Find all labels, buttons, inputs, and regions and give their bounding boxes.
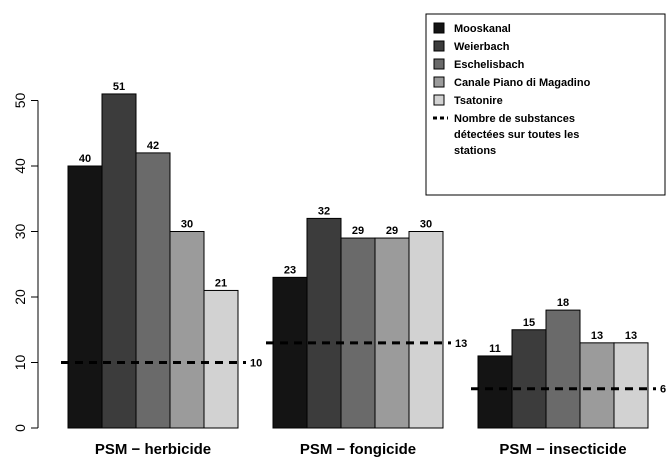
bar-value-label: 11 [489, 343, 501, 355]
bar-value-label: 18 [557, 297, 569, 309]
bar-value-label: 21 [215, 277, 227, 289]
reference-lines: 10 13 6 [61, 338, 666, 396]
legend-label: Weierbach [454, 41, 510, 53]
bar [374, 237, 410, 429]
legend-swatch [433, 76, 445, 88]
legend-label: Canale Piano di Magadino [454, 77, 591, 89]
reference-value-label: 10 [250, 358, 262, 370]
bar-value-label: 13 [591, 330, 603, 342]
bar [408, 231, 444, 429]
bar-value-label: 13 [625, 330, 637, 342]
bar-value-label: 51 [113, 81, 125, 93]
y-tick-label: 10 [12, 355, 28, 371]
y-tick-label: 0 [12, 424, 28, 432]
reference-value-label: 13 [455, 338, 467, 350]
y-axis: 0 10 20 30 40 50 [12, 93, 39, 432]
bar [340, 237, 376, 429]
bar-value-label: 42 [147, 140, 159, 152]
bar [101, 93, 137, 429]
legend-reference-label: détectées sur toutes les [454, 129, 579, 141]
legend-label: Tsatonire [454, 95, 503, 107]
legend-label: Eschelisbach [454, 59, 525, 71]
legend-label: Mooskanal [454, 23, 511, 35]
bar [579, 342, 615, 429]
y-tick-label: 50 [12, 93, 28, 109]
bar [477, 355, 513, 429]
category-labels: PSM − herbicide PSM − fongicide PSM − inse… [95, 441, 627, 458]
reference-value-label: 6 [660, 384, 666, 396]
category-label: PSM − herbicide [95, 441, 211, 458]
legend-swatch [433, 94, 445, 106]
y-tick-label: 40 [12, 158, 28, 174]
legend-swatch [433, 40, 445, 52]
legend-reference-label: stations [454, 145, 496, 157]
bar-value-label: 30 [420, 219, 432, 231]
category-label: PSM − insecticide [499, 441, 626, 458]
bar-value-label: 29 [386, 225, 398, 237]
bar [613, 342, 649, 429]
bar [135, 152, 171, 429]
bar-value-label: 29 [352, 225, 364, 237]
bar-value-label: 23 [284, 264, 296, 276]
y-tick-label: 20 [12, 289, 28, 305]
bar [203, 289, 239, 429]
legend-swatch [433, 58, 445, 70]
bar-value-label: 40 [79, 153, 91, 165]
bar-value-label: 30 [181, 219, 193, 231]
bar-value-label: 32 [318, 205, 330, 217]
bar-value-label: 15 [523, 317, 535, 329]
legend: Mooskanal Weierbach Eschelisbach Canale Pia… [425, 13, 666, 196]
bar [67, 165, 103, 429]
bars: 40 51 42 30 21 23 32 29 29 30 11 15 18 13 13 [67, 81, 649, 429]
bar [545, 309, 581, 429]
bar [306, 217, 342, 429]
legend-swatch [433, 22, 445, 34]
category-label: PSM − fongicide [300, 441, 416, 458]
bar [169, 231, 205, 429]
bar [511, 329, 547, 429]
legend-reference-label: Nombre de substances [454, 113, 575, 125]
y-tick-label: 30 [12, 224, 28, 240]
legend-box [425, 13, 666, 196]
bar [272, 276, 308, 429]
